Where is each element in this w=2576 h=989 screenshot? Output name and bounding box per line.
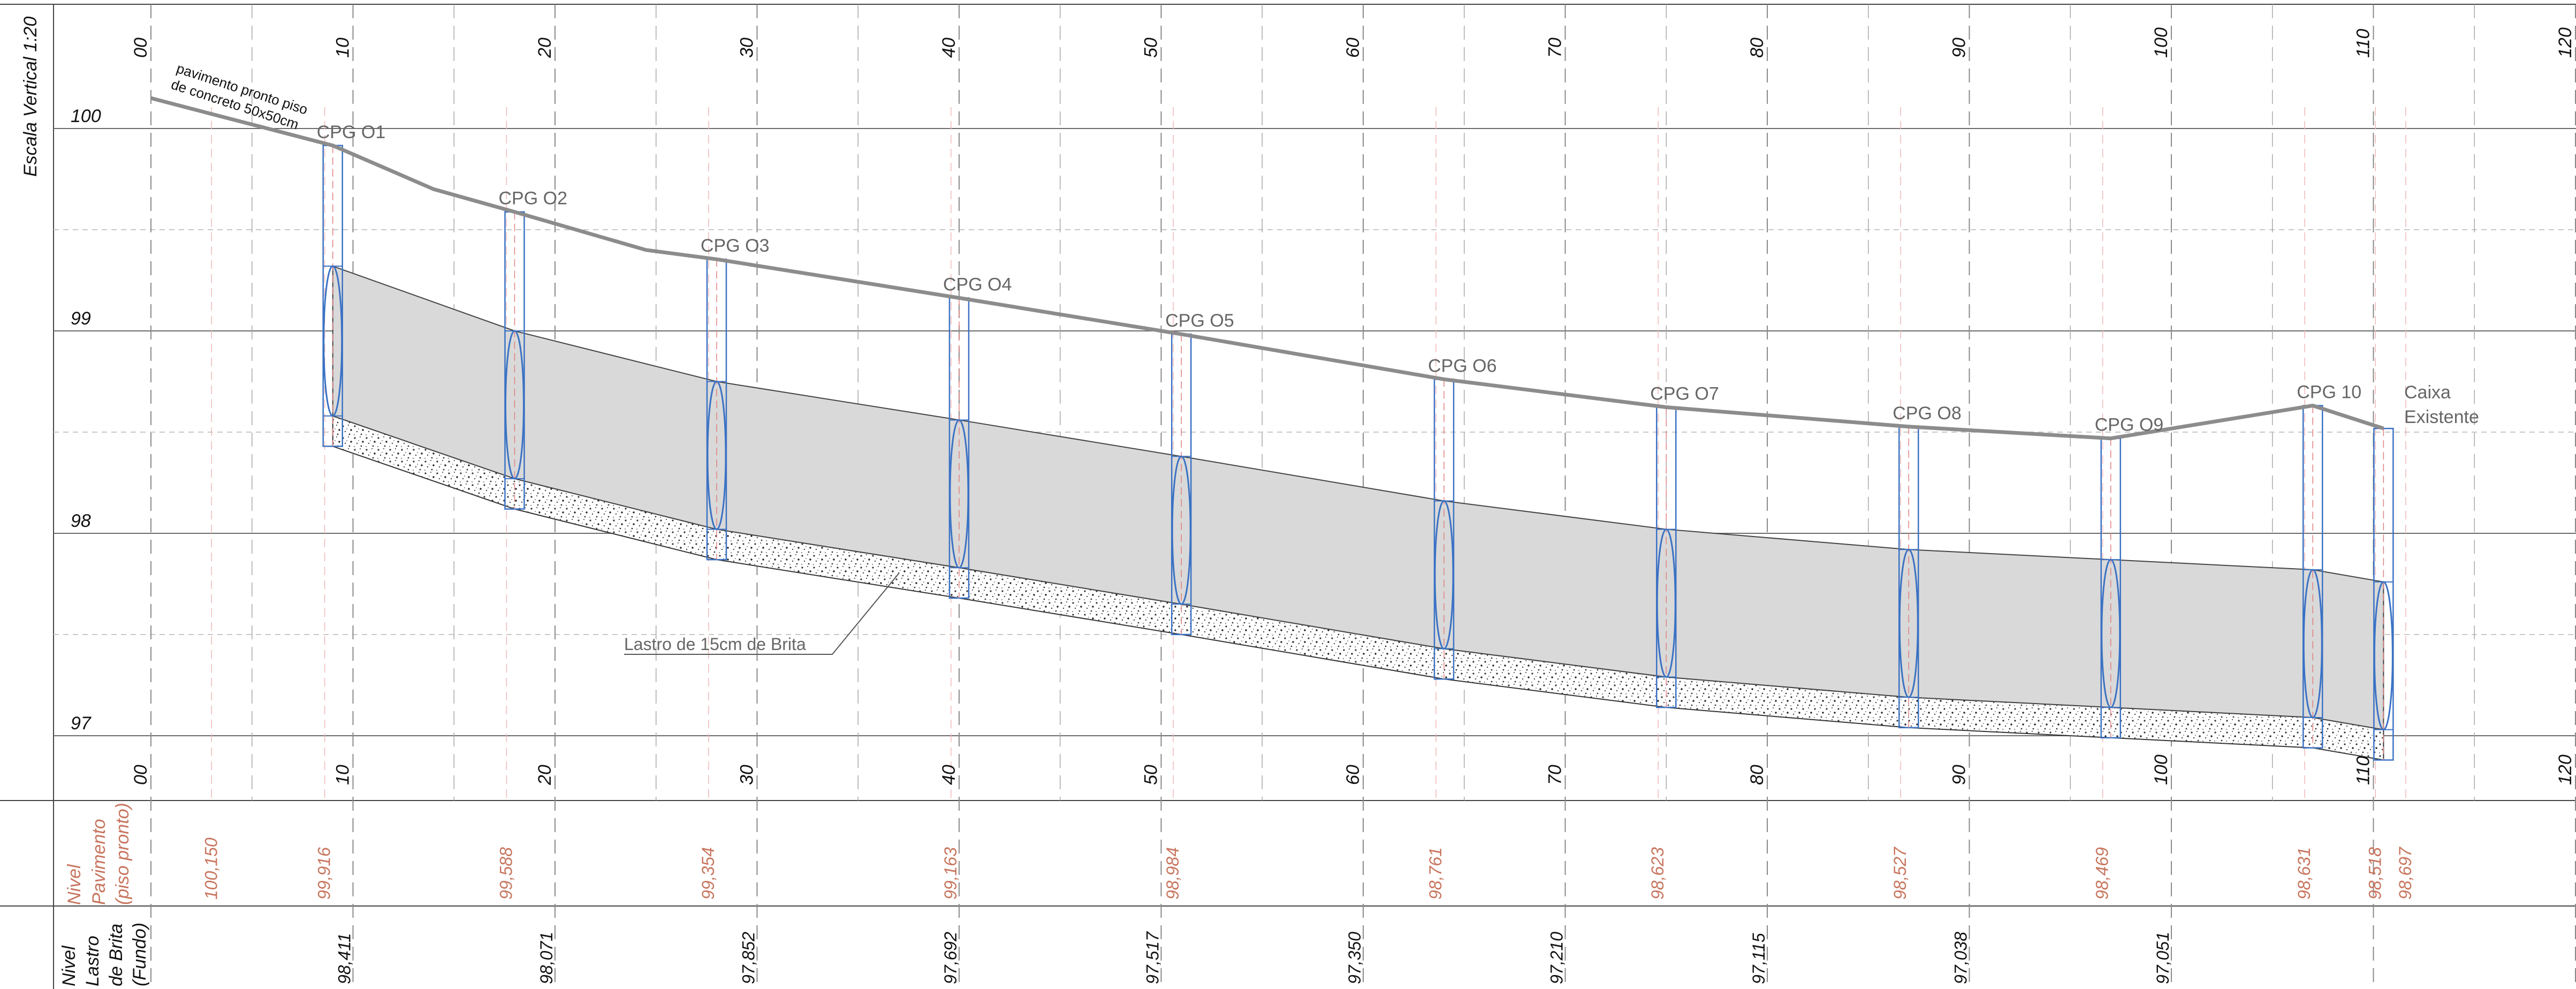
pipe-section-ellipse	[1434, 500, 1454, 650]
distance-tick-label-top-00: 00	[131, 37, 151, 58]
pipe-section-ellipse	[1171, 455, 1191, 605]
distance-tick-label-bottom-20: 20	[535, 765, 555, 786]
pavement-row-title-line3: (piso pronto)	[112, 803, 133, 905]
ballast-row-title-line4: (Fundo)	[130, 923, 150, 986]
elevation-tick-label-97: 97	[71, 713, 92, 734]
pavement-level-value: 98,631	[2294, 847, 2314, 900]
chamber-label-1: CPG O1	[317, 122, 385, 142]
pavement-level-value: 100,150	[201, 837, 221, 900]
distance-tick-label-bottom-110: 110	[2353, 756, 2374, 785]
profile-fills	[332, 265, 2384, 761]
ballast-row-title: Nivel Lastro de Brita (Fundo)	[59, 923, 150, 986]
distance-tick-label-top-60: 60	[1343, 37, 1363, 58]
ballast-level-value: 97,115	[1749, 933, 1768, 984]
distance-tick-label-top-110: 110	[2353, 29, 2374, 58]
pipe-section-ellipse	[505, 330, 525, 480]
chamber-label-2: CPG O2	[499, 188, 567, 209]
ballast-note: Lastro de 15cm de Brita	[624, 635, 806, 654]
distance-tick-label-top-40: 40	[939, 37, 959, 58]
chamber-label-4: CPG O4	[943, 274, 1012, 295]
distance-tick-label-top-50: 50	[1141, 37, 1161, 58]
pipe-section-ellipse	[949, 419, 969, 569]
pavement-level-value: 99,163	[941, 847, 960, 900]
pipe-section-ellipse	[706, 381, 727, 530]
grid	[54, 4, 2576, 989]
pavement-row-title: Nivel Pavimento (piso pronto)	[64, 803, 133, 905]
ballast-row-title-line1: Nivel	[59, 945, 79, 986]
distance-tick-label-bottom-40: 40	[939, 765, 959, 785]
ballast-level-value: 97,051	[2153, 932, 2172, 984]
existing-box-label-line1: Caixa	[2404, 382, 2451, 403]
pavement-level-value: 98,527	[1890, 847, 1910, 900]
chamber-label-10: CPG 10	[2297, 382, 2361, 402]
pavement-level-value: 99,588	[496, 847, 515, 900]
drawing-frame	[0, 4, 2576, 989]
distance-tick-label-top-70: 70	[1545, 37, 1566, 58]
distance-tick-label-top-120: 120	[2555, 27, 2575, 58]
ballast-level-value: 97,517	[1143, 931, 1162, 984]
ballast-level-value: 97,210	[1547, 932, 1566, 984]
pavement-row-title-line1: Nivel	[64, 864, 85, 905]
ballast-row-title-line3: de Brita	[106, 924, 126, 986]
pipe-section-ellipse	[1898, 548, 1919, 698]
distance-tick-label-bottom-60: 60	[1343, 765, 1363, 785]
ballast-level-value: 97,852	[739, 932, 758, 984]
distance-tick-label-bottom-100: 100	[2151, 754, 2171, 785]
chamber-label-9: CPG O9	[2095, 415, 2163, 435]
ballast-note-leader	[624, 572, 900, 655]
ballast-level-value: 97,038	[1951, 932, 1970, 984]
pavement-level-value: 98,518	[2365, 847, 2384, 900]
ballast-row-title-line2: Lastro	[82, 936, 103, 987]
elevation-tick-label-98: 98	[71, 511, 91, 531]
vertical-scale-label: Escala Vertical 1:20	[20, 17, 41, 177]
pipe-section-ellipse	[323, 265, 343, 417]
pavement-profile-line	[150, 96, 2384, 441]
chamber-label-6: CPG O6	[1428, 356, 1496, 376]
distance-tick-label-top-80: 80	[1747, 37, 1767, 58]
chamber-label-3: CPG O3	[701, 236, 769, 256]
pipe-section-ellipse	[2101, 558, 2121, 708]
distance-tick-label-top-30: 30	[737, 37, 757, 58]
ballast-level-value: 98,411	[335, 933, 354, 985]
chamber-label-7: CPG O7	[1650, 384, 1719, 404]
distance-tick-label-bottom-80: 80	[1747, 765, 1767, 785]
pavement-level-value: 98,623	[1648, 847, 1667, 900]
distance-tick-label-bottom-30: 30	[737, 765, 757, 785]
pipe-section-ellipse	[2303, 569, 2323, 719]
pavement-level-value: 98,761	[1426, 847, 1445, 900]
pavement-level-value: 99,916	[315, 847, 334, 900]
distance-tick-label-top-10: 10	[333, 37, 353, 58]
ballast-level-value: 98,071	[537, 932, 556, 984]
distance-tick-label-bottom-50: 50	[1141, 765, 1161, 785]
ballast-level-value: 97,350	[1345, 932, 1364, 984]
chamber-label-8: CPG O8	[1893, 403, 1961, 424]
distance-tick-label-bottom-90: 90	[1949, 765, 1970, 785]
existing-box-label-line2: Existente	[2404, 407, 2479, 427]
chamber-label-5: CPG O5	[1165, 311, 1234, 331]
pavement-level-value: 98,469	[2093, 847, 2112, 900]
distance-tick-label-bottom-00: 00	[131, 765, 151, 785]
pavement-level-value: 98,697	[2396, 847, 2415, 900]
distance-tick-label-bottom-10: 10	[333, 765, 353, 785]
pavement-level-value: 98,984	[1163, 847, 1182, 900]
elevation-tick-label-99: 99	[71, 308, 91, 329]
distance-tick-label-top-20: 20	[535, 37, 555, 58]
pavement-row-title-line2: Pavimento	[89, 819, 109, 905]
ballast-level-value: 97,692	[941, 932, 960, 984]
distance-tick-label-top-90: 90	[1949, 37, 1970, 58]
distance-tick-label-top-100: 100	[2151, 27, 2171, 58]
pipe-section-ellipse	[1656, 528, 1676, 678]
distance-tick-label-bottom-120: 120	[2555, 754, 2575, 785]
pavement-level-value: 99,354	[698, 847, 718, 900]
pavement-profile-layer	[150, 96, 2384, 441]
pipe-section-ellipse	[2373, 581, 2393, 731]
distance-tick-label-bottom-70: 70	[1545, 765, 1566, 785]
labels-layer: 100 99 98 97 00 00 10 10 20 20 30 30 40 40 50 50 60 60 70 7…	[71, 27, 2575, 984]
elevation-tick-label-100: 100	[71, 106, 101, 126]
